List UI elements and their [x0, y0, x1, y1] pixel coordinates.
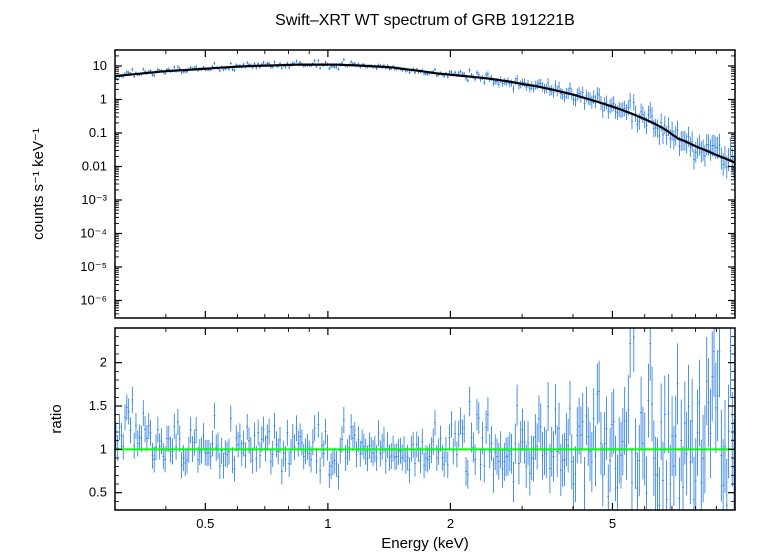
top-ytick-label: 1 — [100, 91, 107, 106]
top-ytick-label: 10⁻⁶ — [80, 292, 107, 307]
xtick-label: 2 — [447, 516, 454, 531]
top-ytick-label: 10⁻⁵ — [80, 259, 107, 274]
top-ytick-label: 10⁻⁴ — [80, 225, 107, 240]
bottom-ytick-label: 1 — [100, 441, 107, 456]
bottom-ytick-label: 2 — [100, 355, 107, 370]
top-ytick-label: 0.1 — [89, 125, 107, 140]
top-ytick-label: 10 — [93, 58, 107, 73]
top-ytick-label: 10⁻³ — [81, 192, 107, 207]
top-ytick-label: 0.01 — [82, 158, 107, 173]
xtick-label: 0.5 — [196, 516, 214, 531]
bottom-ytick-label: 1.5 — [89, 398, 107, 413]
x-axis-label: Energy (keV) — [381, 535, 469, 552]
xtick-label: 1 — [324, 516, 331, 531]
xtick-label: 5 — [609, 516, 616, 531]
spectrum-figure: Swift–XRT WT spectrum of GRB 191221B 10⁻⁶… — [0, 0, 758, 556]
chart-svg: Swift–XRT WT spectrum of GRB 191221B 10⁻⁶… — [0, 0, 758, 556]
y-axis-label-bottom: ratio — [48, 404, 65, 433]
y-axis-label-top: counts s⁻¹ keV⁻¹ — [30, 128, 47, 240]
bottom-ytick-label: 0.5 — [89, 485, 107, 500]
plot-title: Swift–XRT WT spectrum of GRB 191221B — [275, 12, 575, 29]
